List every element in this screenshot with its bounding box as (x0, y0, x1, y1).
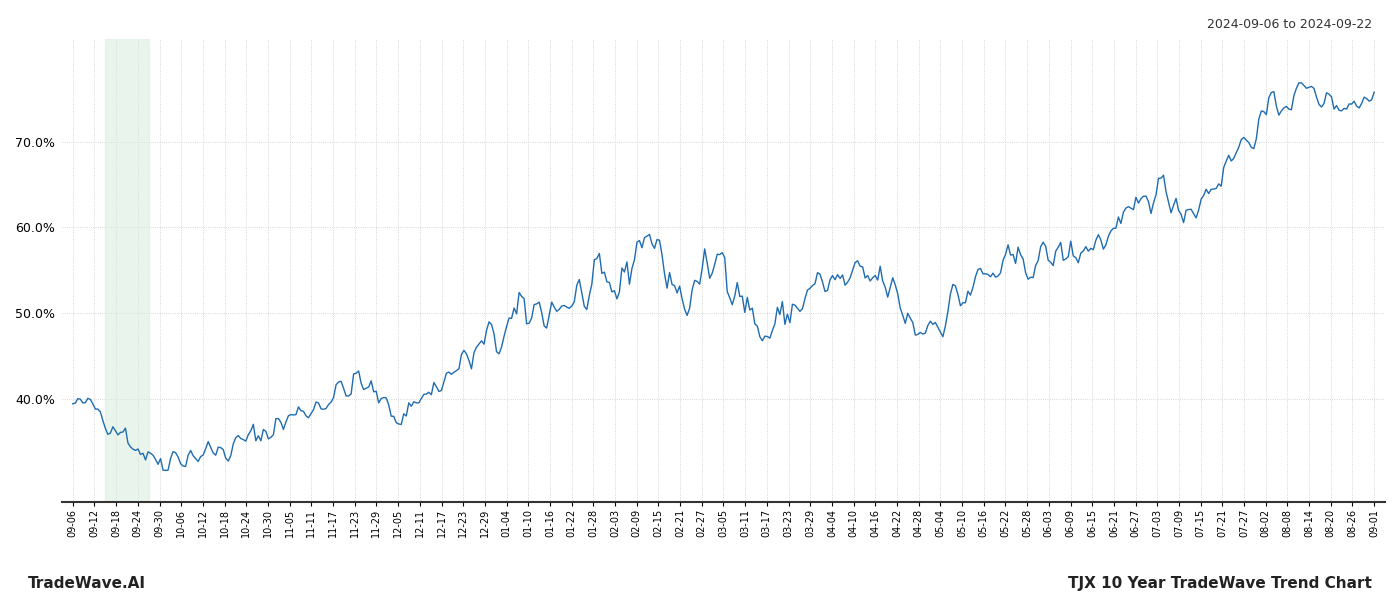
Text: TJX 10 Year TradeWave Trend Chart: TJX 10 Year TradeWave Trend Chart (1068, 576, 1372, 591)
Bar (105, 39, 148, 502)
Text: TradeWave.AI: TradeWave.AI (28, 576, 146, 591)
Text: 2024-09-06 to 2024-09-22: 2024-09-06 to 2024-09-22 (1207, 18, 1372, 31)
